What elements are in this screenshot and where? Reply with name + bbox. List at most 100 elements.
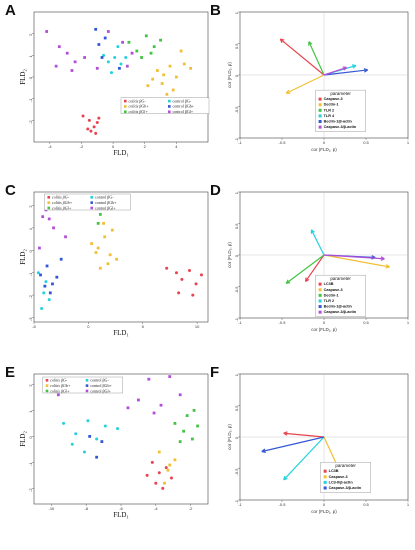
data-point [179, 49, 183, 53]
y-tick-label: -1 [28, 462, 33, 466]
data-point [40, 307, 44, 311]
x-tick-label: -1 [238, 140, 242, 145]
legend-entry: Dectin-1 [324, 103, 339, 107]
data-point [36, 271, 40, 275]
data-point [64, 235, 67, 239]
data-point [103, 235, 107, 239]
x-axis-label: FLD1 [113, 511, 128, 520]
vector-arrowhead [279, 38, 285, 43]
x-tick-label: 10 [195, 324, 200, 329]
data-point [88, 435, 92, 438]
data-point [45, 264, 49, 268]
vector-arrowhead [363, 68, 369, 73]
legend-entry: Dectin-1 [324, 293, 339, 297]
x-axis-label: cor (FLD₁, p) [311, 327, 337, 332]
legend-swatch [318, 114, 322, 118]
legend-entry: Caspase-3 [324, 288, 343, 292]
data-point [52, 226, 55, 230]
x-tick-label: 4 [175, 144, 178, 149]
legend-swatch [168, 105, 171, 108]
data-point [110, 228, 114, 232]
data-point [164, 466, 168, 470]
data-point [83, 56, 87, 59]
vector-line [308, 41, 325, 76]
data-point [65, 51, 69, 55]
x-tick-label: -4 [48, 144, 52, 149]
y-axis-label: FLD2 [19, 249, 28, 264]
x-tick-label: 0 [112, 144, 115, 149]
legend-swatch [318, 120, 322, 124]
legend-swatch [45, 389, 49, 393]
data-point [160, 82, 164, 85]
legend-box [315, 274, 366, 317]
data-point [124, 56, 128, 59]
legend-swatch [318, 282, 322, 286]
data-point [126, 406, 130, 410]
vector-arrowhead [261, 448, 266, 453]
x-tick-label: 0 [323, 140, 326, 145]
legend-entry: colitis βGl+ [50, 388, 70, 393]
data-point [56, 393, 60, 397]
scatter-panel-a: -4 -2 0 2 4 2 1 0 -1 -2 FLD1 FLD2 colitis βG-colitis… [19, 11, 210, 158]
data-point [42, 291, 46, 295]
legend-swatch [124, 105, 127, 108]
data-point [137, 398, 140, 402]
data-point [174, 75, 178, 79]
data-point [39, 273, 42, 277]
plot-frame [33, 373, 209, 505]
legend-swatch [124, 110, 127, 114]
legend-swatch [90, 196, 94, 199]
vector-line [261, 436, 325, 453]
legend-swatch [47, 201, 51, 204]
y-tick-label: 0 [28, 436, 33, 439]
data-point [174, 271, 178, 275]
x-tick-label: -5 [32, 324, 36, 329]
y-tick-label: 0.5 [234, 223, 239, 229]
data-point [151, 77, 155, 81]
legend-box [120, 97, 210, 115]
legend-box [44, 193, 131, 211]
data-point [155, 69, 159, 72]
y-tick-label: -1 [234, 499, 239, 503]
x-axis-label: FLD1 [113, 149, 128, 158]
data-point [165, 92, 169, 96]
vector-line [323, 254, 390, 268]
legend-swatch [323, 475, 327, 479]
scatter-legend-a: colitis βG-colitis βGb+colitis βGl+ contr… [120, 97, 210, 115]
y-tick-label: -3 [28, 317, 33, 321]
y-tick-label: -1 [234, 137, 239, 141]
data-point [102, 53, 106, 57]
x-tick-label: 5 [142, 324, 145, 329]
legend-swatch [318, 125, 322, 129]
data-point [95, 455, 99, 459]
data-point [54, 64, 58, 68]
x-tick-label: -8 [84, 506, 88, 511]
data-point [161, 486, 165, 490]
legend-entry: Caspase-3 [329, 475, 348, 479]
vector-arrowhead [308, 41, 313, 46]
vector-arrowhead [310, 229, 315, 234]
x-tick-label: -2 [189, 506, 193, 511]
data-point [94, 131, 98, 135]
data-point [96, 246, 100, 250]
biplot-panel-b: -1 -0.5 0 0.5 1 1 0.5 0 -0.5 -1 cor (FLD₁, p) cor (… [227, 11, 410, 152]
y-tick-label: -1 [28, 272, 33, 276]
vector-arrowhead [285, 279, 291, 284]
data-point [178, 440, 182, 443]
x-tick-label: -1 [238, 320, 242, 325]
y-axis-label: FLD2 [19, 69, 28, 84]
x-axis-label: cor (FLD₁, p) [311, 147, 337, 152]
data-point [47, 298, 51, 302]
scatter-legend-c: colitis βG-colitis βGb+colitis βGl+ contr… [44, 193, 131, 211]
y-axis-label: FLD2 [19, 431, 28, 446]
data-point [165, 266, 169, 270]
legend-swatch [168, 110, 171, 114]
data-point [130, 51, 134, 55]
x-tick-label: -6 [119, 506, 123, 511]
data-point [127, 40, 131, 44]
legend-entry: TLR 2 [324, 299, 335, 303]
data-point [95, 66, 99, 70]
x-tick-label: 2 [144, 144, 147, 149]
vector-line [283, 436, 325, 481]
